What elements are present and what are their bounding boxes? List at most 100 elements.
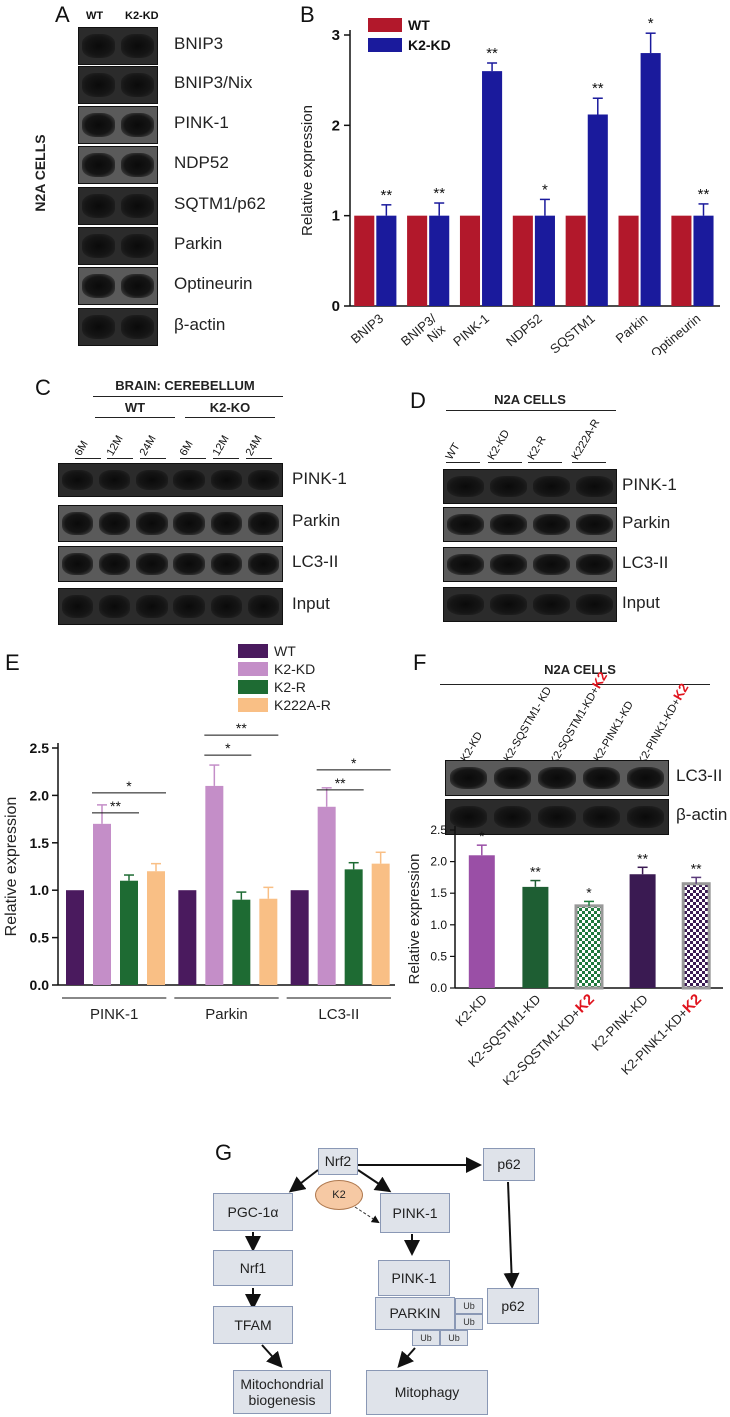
panel-b-legend-label: K2-KD [408,37,451,53]
panel-c-blot-band [99,512,131,535]
panel-b-bar-wt [354,215,375,306]
panel-c-lane-line [140,458,166,459]
panel-e-y-tick-label: 2.0 [30,787,50,803]
panel-f-y-tick-label: 1.0 [430,918,447,932]
panel-f-blot-band [627,767,665,789]
panel-f-bar [681,882,711,990]
panel-b-bar-wt [512,215,533,306]
panel-d-blot-band [576,553,613,576]
panel-f-blot-band [538,806,576,828]
panel-c-blot-band [247,595,280,618]
panel-e-legend-label: WT [274,643,296,659]
panel-a-letter: A [55,2,70,27]
panel-f-blot-band [582,806,621,828]
panel-f-bar [574,904,604,990]
panel-a-blot [78,106,158,144]
panel-c-blot-band [61,553,94,575]
panel-b-bar-k2-kd [640,53,661,306]
panel-a-blot-band [82,274,115,298]
panel-f-blot [445,799,669,835]
panel-c-letter: C [35,375,51,400]
panel-c-blot-band [61,512,94,535]
panel-c-blot-band [173,512,205,535]
panel-b-bar-k2-kd [429,215,450,306]
panel-d-blot-band [447,593,484,616]
panel-e-comparison-label: ** [236,720,247,736]
panel-d-title-line [446,410,616,411]
panel-b-legend-swatch [368,18,402,32]
panel-b-significance: * [648,15,654,32]
panel-e-y-tick-label: 2.5 [30,740,50,756]
panel-a-blot [78,27,158,65]
panel-e-y-tick-label: 1.0 [30,882,50,898]
panel-e-bar [93,823,111,985]
panel-f-blot-band [449,767,487,789]
g-node-mito-biogenesis: Mitochondrial biogenesis [233,1370,331,1414]
panel-d-band-label: Input [622,593,660,612]
g-node-ub: Ub [412,1330,440,1346]
panel-a-band-label: NDP52 [174,153,229,172]
panel-d-lane-line [572,462,606,463]
panel-b-bar-k2-kd [482,71,503,306]
panel-d-band-label: LC3-II [622,553,669,572]
panel-e-bar [290,890,309,985]
g-node-tfam: TFAM [213,1306,293,1344]
panel-d-blot-band [533,475,570,498]
panel-f-y-tick-label: 0.0 [430,981,447,995]
panel-c-blot-band [136,595,168,618]
panel-d-blot [443,469,617,504]
g-node-p62-bottom: p62 [487,1288,539,1324]
panel-f-blot-band [627,806,665,828]
panel-e-comparison-label: * [225,740,231,756]
panel-b-bar-k2-kd [693,215,714,306]
panel-a-blot-band [121,234,154,258]
panel-a-blot-band [82,73,115,97]
panel-c-blot-band [210,553,242,575]
panel-c-blot-band [99,595,131,618]
panel-b-bar-wt [671,215,692,306]
panel-d-blot-band [576,475,613,498]
panel-e-comparison-label: ** [335,775,346,791]
panel-f-blot-band [493,806,532,828]
panel-e-x-tick-label: Parkin [205,1006,248,1023]
panel-d-blot [443,507,617,542]
panel-e-bar [232,899,251,985]
panel-b-legend-swatch [368,38,402,52]
panel-c-group-line-wt [95,417,175,418]
panel-c-blot-band [210,469,242,491]
panel-c-title: BRAIN: CEREBELLUM [115,378,255,393]
panel-c-blot-band [61,595,94,618]
panel-c-blot-band [136,512,168,535]
panel-a-blot-band [82,34,115,58]
panel-c-band-label: LC3-II [292,552,339,571]
panel-b-significance: ** [486,45,498,62]
panel-b-y-tick-label: 0 [332,298,340,315]
panel-e-bar [66,890,84,985]
panel-d-band-label: Parkin [622,513,671,532]
panel-c-group-line-k2ko [185,417,275,418]
panel-c-blot-band [136,553,168,575]
panel-c-blot-band [173,595,205,618]
panel-a-blot-band [121,34,154,58]
panel-c-blot-band [136,469,168,491]
g-node-pgc1a: PGC-1α [213,1193,293,1231]
panel-a-blot-band [121,194,154,218]
panel-d-title: N2A CELLS [494,392,566,407]
panel-d-blot [443,547,617,582]
g-node-pink1-top: PINK-1 [380,1193,450,1233]
panel-d-blot [443,587,617,622]
panel-c-lane-line [213,458,239,459]
panel-e-legend-label: K2-KD [274,661,315,677]
panel-e-legend-swatch [238,644,268,658]
panel-d-lane-line [528,462,562,463]
panel-f-title: N2A CELLS [544,662,616,677]
panel-b-bar-wt [459,215,481,306]
panel-f-y-tick-label: 2.5 [430,823,447,837]
panel-f-y-label: Relative expression [406,854,423,985]
panel-e-comparison-label: * [351,755,357,771]
panel-f-letter: F [413,650,427,675]
panel-a-blot-band [121,113,154,137]
panel-c-lane-line [75,458,101,459]
panel-e-legend-label: K2-R [274,679,306,695]
panel-e-bar [259,898,278,985]
